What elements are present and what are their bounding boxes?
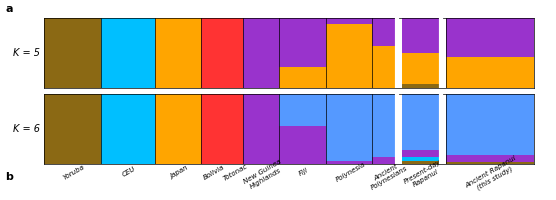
Text: K = 6: K = 6 [13,124,39,134]
Bar [155,94,201,164]
Text: Japan: Japan [170,165,189,180]
Bar [279,126,326,164]
Bar [225,94,242,164]
Bar [242,94,279,164]
Bar [155,18,201,88]
Bar [446,94,534,155]
Text: CEU: CEU [121,166,137,178]
Bar [225,18,242,88]
Bar [373,46,397,88]
Bar [446,155,534,162]
Bar [279,94,326,126]
Text: Bolivia: Bolivia [203,164,226,181]
Text: Polynesia: Polynesia [335,161,366,183]
Text: Ancient Rapanui
(this study): Ancient Rapanui (this study) [465,155,522,196]
Bar [279,67,326,88]
Text: Fiji: Fiji [298,167,310,177]
Bar [326,18,373,24]
Text: Present-day
Rapanui: Present-day Rapanui [403,159,446,191]
Text: K = 5: K = 5 [13,48,39,58]
Bar [326,24,373,88]
Bar [401,53,441,84]
Bar [101,18,155,88]
Bar [201,94,225,164]
Bar [401,94,441,150]
Bar [279,18,326,67]
Bar [446,56,534,88]
Bar [242,18,279,88]
Bar [373,18,397,46]
Bar [401,84,441,88]
Text: Yoruba: Yoruba [62,164,86,181]
Bar [201,18,225,88]
Bar [446,162,534,164]
Text: Ancient
Polynesians: Ancient Polynesians [366,159,409,191]
Text: a: a [6,4,13,14]
Bar [44,18,101,88]
Bar [373,157,397,164]
Bar [373,94,397,157]
Bar [326,160,373,164]
Bar [401,150,441,157]
Bar [446,18,534,56]
Bar [101,94,155,164]
Text: b: b [6,172,13,182]
Bar [401,18,441,53]
Bar [44,94,101,164]
Bar [401,160,441,164]
Text: New Guinea
Highlands: New Guinea Highlands [242,159,286,191]
Text: Totonac: Totonac [222,163,249,182]
Bar [401,157,441,160]
Bar [326,94,373,160]
